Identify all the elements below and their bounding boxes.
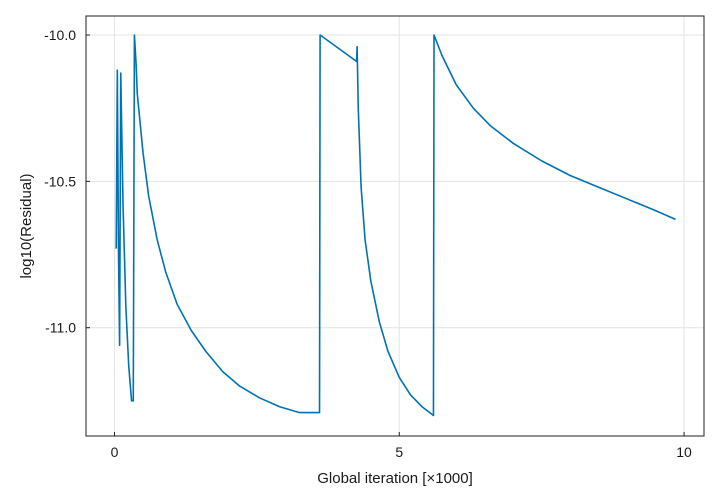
grid bbox=[86, 16, 704, 436]
axis-ticks: 0 5 10 -10.0 -10.5 -11.0 bbox=[44, 27, 692, 460]
y-tick-label: -10.5 bbox=[44, 173, 76, 189]
plot-frame bbox=[85, 15, 705, 437]
series-layer bbox=[115, 34, 676, 417]
y-axis-label: log10(Residual) bbox=[18, 173, 35, 278]
y-tick-label: -11.0 bbox=[45, 320, 76, 336]
x-tick-label: 0 bbox=[111, 444, 119, 460]
x-tick-label: 10 bbox=[676, 444, 692, 460]
residual-series-line bbox=[115, 34, 676, 417]
x-axis-label: Global iteration [×1000] bbox=[317, 470, 473, 487]
y-tick-label: -10.0 bbox=[44, 27, 76, 43]
x-tick-label: 5 bbox=[395, 444, 403, 460]
